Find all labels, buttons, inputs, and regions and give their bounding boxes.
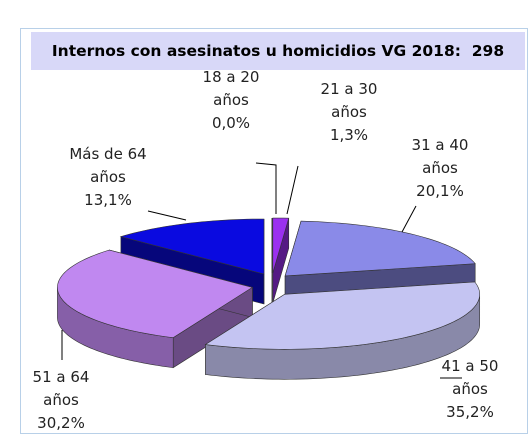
leader-line <box>401 205 417 233</box>
slice-label: 51 a 64 años 30,2% <box>24 366 98 435</box>
leader-line <box>255 162 277 214</box>
slice <box>119 218 265 275</box>
category-label: Más de 64 años <box>69 145 147 186</box>
slice-tops <box>57 217 480 350</box>
value-label: 30,2% <box>37 414 85 432</box>
slice <box>284 220 476 277</box>
slice-label: 18 a 20 años 0,0% <box>196 66 266 135</box>
category-label: 51 a 64 años <box>32 368 90 409</box>
slice <box>204 281 480 350</box>
value-label: 35,2% <box>446 403 494 421</box>
leader-line <box>147 210 187 221</box>
value-label: 0,0% <box>211 114 251 132</box>
slice-label: Más de 64 años 13,1% <box>60 143 156 212</box>
value-label: 13,1% <box>84 191 132 209</box>
chart-frame <box>20 28 528 434</box>
category-label: 31 a 40 años <box>411 136 469 177</box>
category-label: 18 a 20 años <box>202 68 260 109</box>
category-label: 21 a 30 años <box>320 80 378 121</box>
value-label: 20,1% <box>416 182 464 200</box>
leader-line <box>286 165 299 215</box>
title-box: Internos con asesinatos u homicidios VG … <box>31 32 525 70</box>
slice-label: 31 a 40 años 20,1% <box>404 134 476 203</box>
slice <box>57 249 254 338</box>
value-label: 1,3% <box>329 126 369 144</box>
category-label: 41 a 50 años <box>441 357 499 398</box>
slice-label: 41 a 50 años 35,2% <box>434 355 506 424</box>
chart-title: Internos con asesinatos u homicidios VG … <box>51 42 505 60</box>
leader-lines <box>61 162 462 379</box>
slice-label: 21 a 30 años 1,3% <box>313 78 385 147</box>
slice <box>272 217 290 274</box>
